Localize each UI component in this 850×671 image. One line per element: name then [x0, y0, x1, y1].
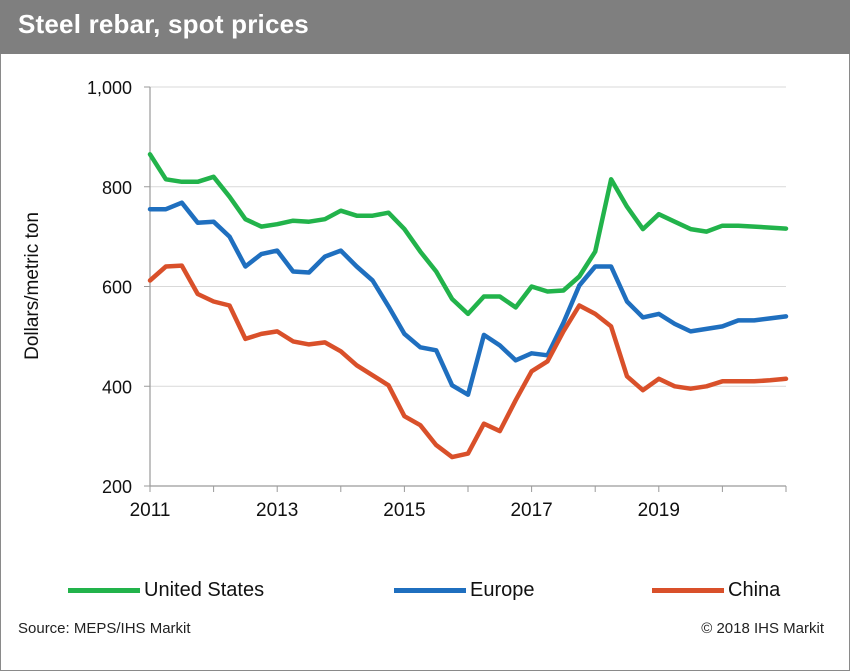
- y-axis-label: Dollars/metric ton: [22, 212, 43, 360]
- y-tick-label: 800: [102, 178, 132, 198]
- legend-label-china: China: [728, 578, 781, 601]
- x-tick-label: 2015: [383, 500, 425, 521]
- legend-label-europe: Europe: [470, 578, 535, 601]
- title-bar: Steel rebar, spot prices: [0, 0, 850, 54]
- gridlines: [150, 86, 786, 387]
- y-tick-label: 400: [102, 377, 132, 397]
- axes: [144, 86, 787, 492]
- chart-title: Steel rebar, spot prices: [18, 9, 309, 39]
- legend-item-europe: Europe: [394, 578, 535, 602]
- source-note: Source: MEPS/IHS Markit: [18, 620, 191, 637]
- legend-swatch-united-states: [68, 587, 140, 593]
- legend-label-united-states: United States: [144, 578, 265, 601]
- y-tick-label: 600: [102, 278, 132, 298]
- legend-swatch-china: [652, 587, 724, 593]
- x-tick-label: 2017: [510, 500, 552, 521]
- tick-labels: 200 400 600 800 1,000 2011 2013 2015 2017 2019: [87, 78, 680, 521]
- series-line-europe: [147, 200, 789, 397]
- series-line-united-states: [147, 152, 789, 317]
- y-tick-label: 1,000: [87, 78, 132, 98]
- x-tick-label: 2019: [638, 500, 680, 521]
- y-tick-label: 200: [102, 477, 132, 497]
- x-tick-label: 2011: [130, 500, 171, 521]
- legend-swatch-europe: [394, 587, 466, 593]
- legend-item-united-states: United States: [68, 578, 264, 602]
- legend-item-china: China: [652, 578, 780, 602]
- copyright-note: © 2018 IHS Markit: [701, 620, 824, 637]
- series-lines: [147, 152, 789, 460]
- series-line-china: [147, 263, 789, 460]
- x-tick-label: 2013: [256, 500, 298, 521]
